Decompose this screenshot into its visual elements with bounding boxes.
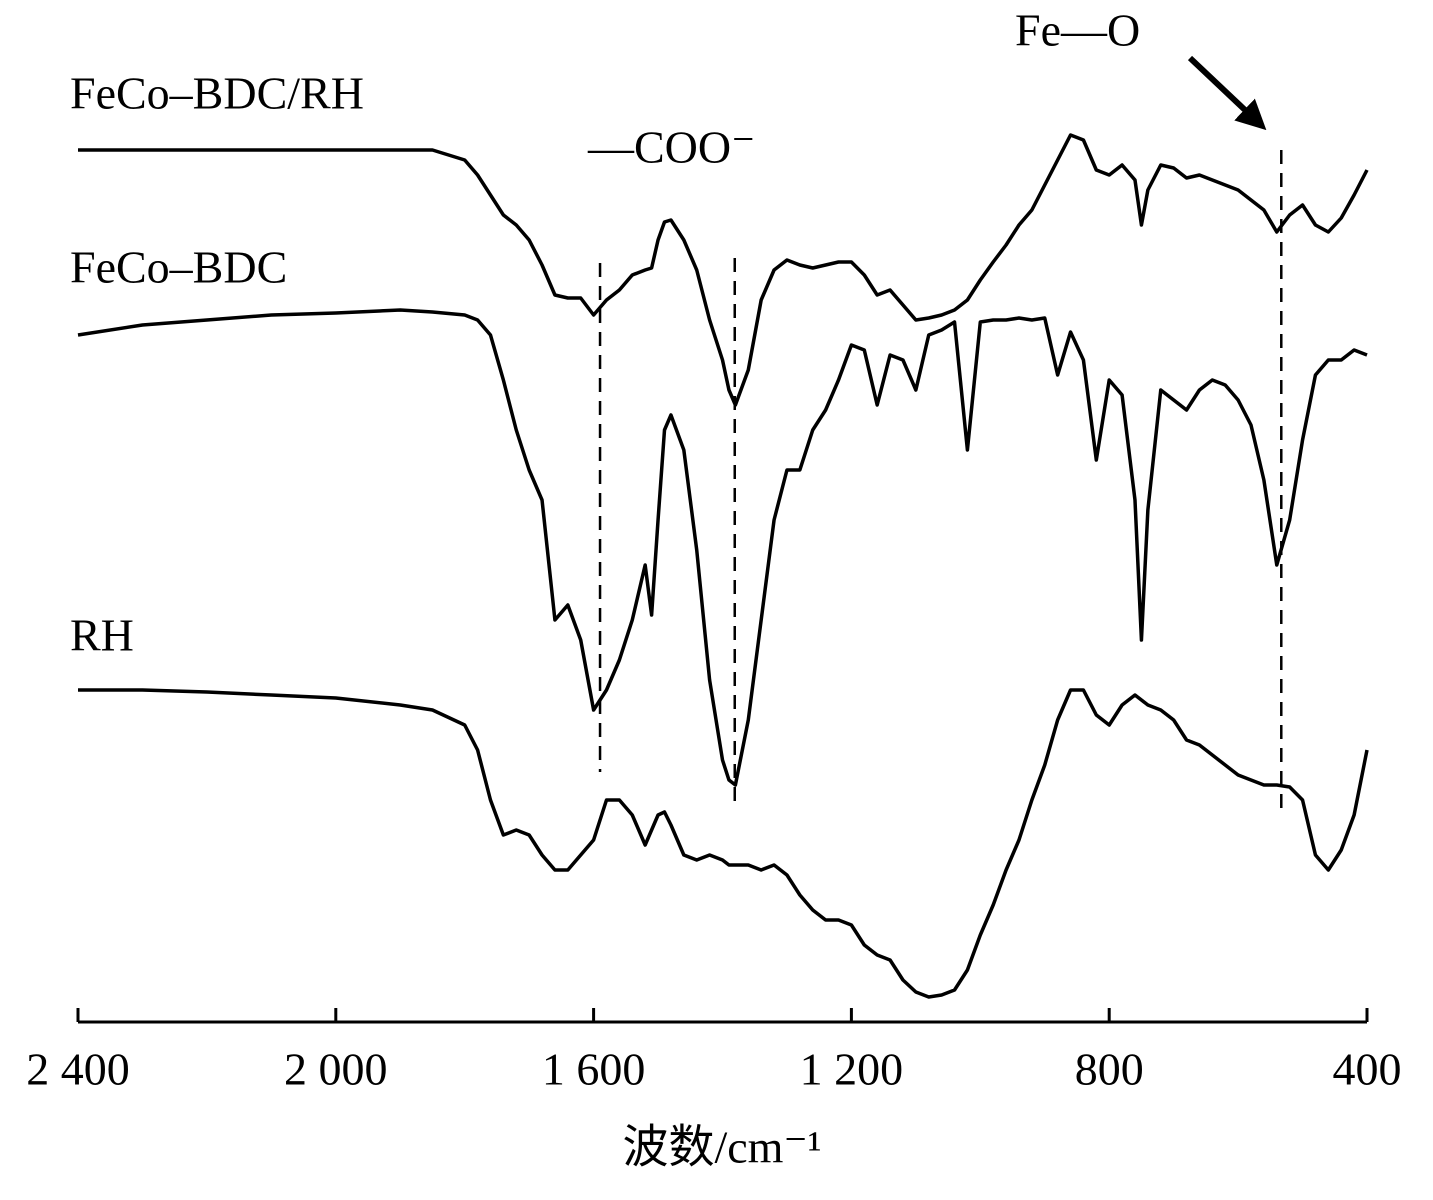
x-tick-label: 1 200 xyxy=(800,1044,904,1095)
x-tick-label: 800 xyxy=(1075,1044,1144,1095)
x-axis-label: 波数/cm⁻¹ xyxy=(622,1122,821,1173)
spectrum-line xyxy=(78,133,1369,407)
x-tick-label: 2 000 xyxy=(284,1044,388,1095)
series-label: FeCo–BDC xyxy=(70,242,287,293)
annotation-arrow xyxy=(1187,55,1267,131)
x-tick-label: 2 400 xyxy=(26,1044,130,1095)
annotation: —COO⁻ xyxy=(587,122,755,173)
series-label: FeCo–BDC/RH xyxy=(70,68,364,119)
x-tick-label: 1 600 xyxy=(542,1044,646,1095)
spectrum-line xyxy=(78,688,1369,999)
series-label: RH xyxy=(70,610,134,661)
spectrum-line xyxy=(77,308,1368,787)
annotation: Fe—O xyxy=(1015,5,1140,56)
x-tick-label: 400 xyxy=(1333,1044,1402,1095)
